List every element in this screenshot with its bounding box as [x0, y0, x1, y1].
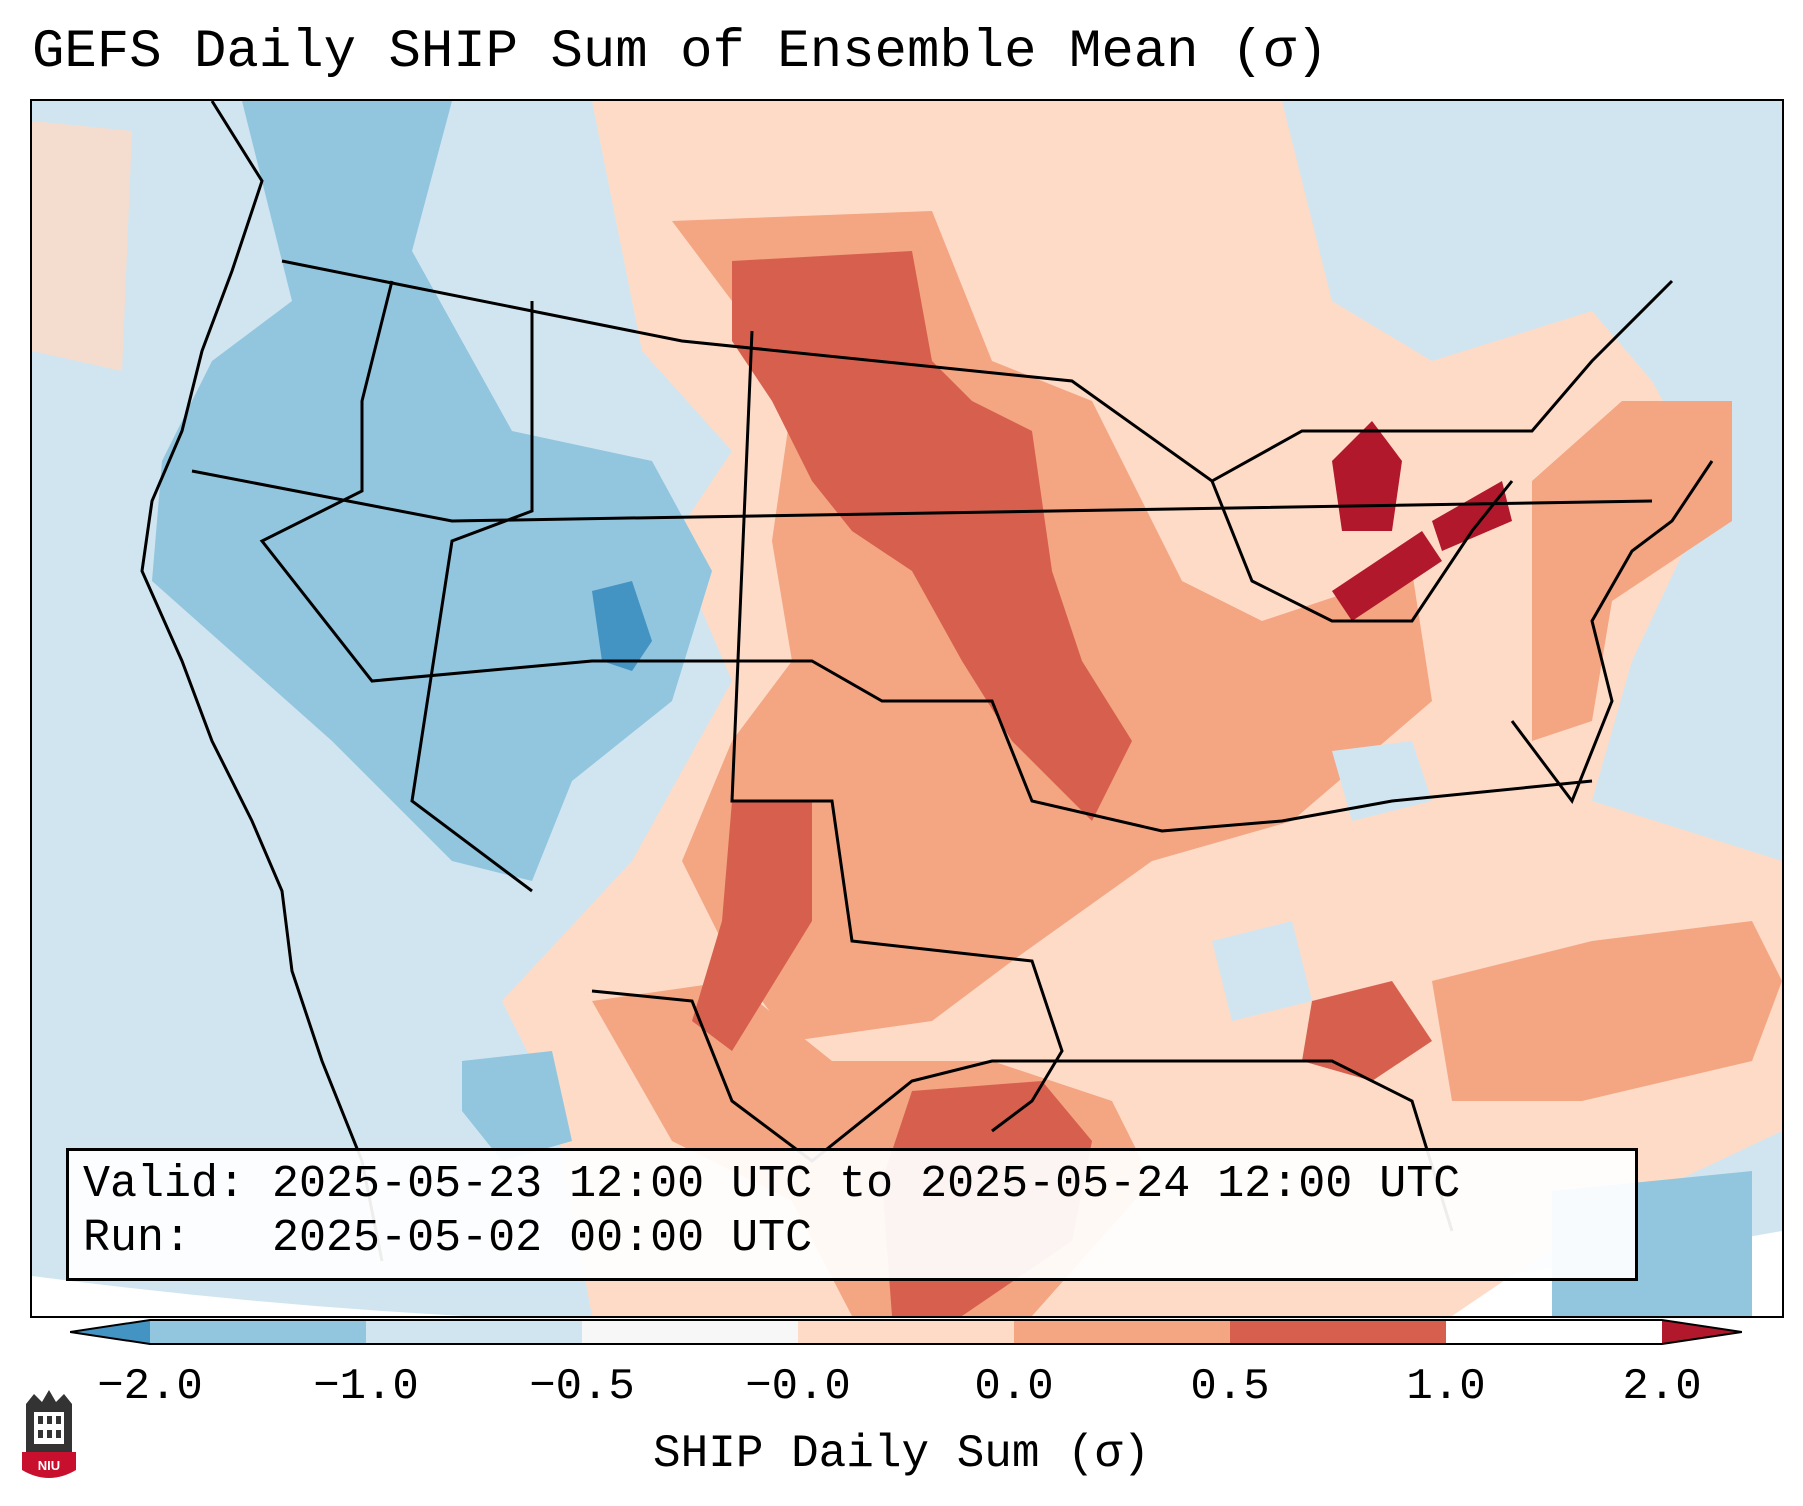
- extreme-anomaly-lake-erie: [1332, 531, 1442, 621]
- extreme-anomaly-lake-huron: [1332, 421, 1402, 531]
- colorbar-segment-4: [1014, 1320, 1230, 1344]
- west-coastline: [140, 101, 384, 1262]
- boundary-lines: [140, 101, 1714, 1262]
- negative-anomaly-baja: [462, 1051, 572, 1161]
- boundary-mountain: [410, 301, 534, 893]
- run-value: 2025-05-02 00:00 UTC: [272, 1213, 813, 1264]
- colorbar-tick: 0.0: [974, 1362, 1054, 1412]
- colorbar-segment-3: [798, 1320, 1014, 1344]
- us-canada-border: [281, 259, 1674, 483]
- extreme-anomaly-lake-ontario: [1432, 481, 1512, 551]
- colorbar-tick: −0.0: [745, 1362, 851, 1412]
- niu-logo: NIU: [22, 1390, 76, 1478]
- validity-info-box: Valid: 2025-05-23 12:00 UTC to 2025-05-2…: [66, 1148, 1638, 1281]
- logo-text: NIU: [38, 1458, 60, 1473]
- valid-value: 2025-05-23 12:00 UTC to 2025-05-24 12:00…: [272, 1159, 1461, 1210]
- run-line: Run: 2025-05-02 00:00 UTC: [83, 1213, 812, 1264]
- strong-anomaly-plains: [732, 251, 1132, 821]
- colorbar-tick: −2.0: [97, 1362, 203, 1412]
- colorbar-label: SHIP Daily Sum (σ): [653, 1428, 1150, 1480]
- colorbar-tick: −1.0: [313, 1362, 419, 1412]
- moderate-anomaly-atlantic: [1432, 921, 1782, 1101]
- valid-label: Valid:: [83, 1159, 246, 1210]
- map-title: GEFS Daily SHIP Sum of Ensemble Mean (σ): [32, 22, 1329, 83]
- neutral-alabama: [1212, 921, 1312, 1021]
- great-lakes-outline: [1210, 480, 1514, 623]
- moderate-anomaly-northeast: [1532, 401, 1732, 741]
- colorbar-extend-high: [1662, 1320, 1742, 1344]
- valid-line: Valid: 2025-05-23 12:00 UTC to 2025-05-2…: [83, 1159, 1460, 1210]
- interior-boundaries: [259, 280, 1593, 833]
- boundary-plains: [730, 330, 1064, 1133]
- colorbar-segment-0: [150, 1320, 366, 1344]
- colorbar-tick: 1.0: [1406, 1362, 1486, 1412]
- negative-anomaly-west: [152, 101, 712, 881]
- logo-shield: [22, 1452, 76, 1478]
- colorbar-tick: 0.5: [1190, 1362, 1270, 1412]
- colorbar-extend-low: [70, 1320, 150, 1344]
- run-label: Run:: [83, 1213, 192, 1264]
- colorbar-strip: [70, 1319, 1742, 1345]
- map-panel[interactable]: [30, 99, 1784, 1318]
- strong-anomaly-texas: [692, 801, 812, 1051]
- colorbar-tick: 2.0: [1622, 1362, 1702, 1412]
- northern-border: [191, 469, 1653, 523]
- colorbar-tick: −0.5: [529, 1362, 635, 1412]
- gulf-coastline: [591, 989, 1454, 1232]
- colorbar-segment-1: [366, 1320, 582, 1344]
- strong-negative-colorado: [592, 581, 652, 671]
- colorbar-segment-2: [582, 1320, 798, 1344]
- colorbar-segment-5: [1230, 1320, 1446, 1344]
- positive-anomaly-pacific: [32, 121, 132, 371]
- east-coastline: [1510, 460, 1714, 805]
- map-canvas: [32, 101, 1782, 1316]
- strong-anomaly-florida-panhandle: [1302, 981, 1432, 1081]
